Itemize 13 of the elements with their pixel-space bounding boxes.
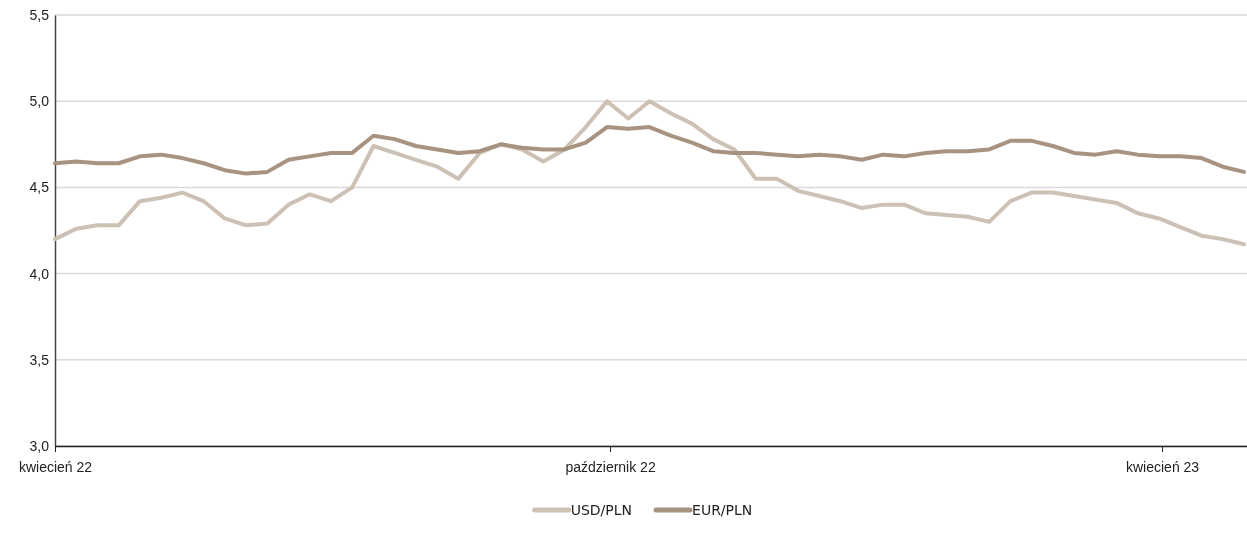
y-tick-label: 3,5 xyxy=(29,351,50,368)
x-tick-label: kwiecień 23 xyxy=(1126,458,1200,475)
x-tick-label: kwiecień 22 xyxy=(18,458,93,475)
y-tick-label: 4,0 xyxy=(29,265,50,282)
x-tick-label: październik 22 xyxy=(565,458,656,475)
y-tick-label: 4,5 xyxy=(29,179,50,196)
legend-label: EUR/PLN xyxy=(692,502,753,518)
y-tick-label: 5,0 xyxy=(29,93,50,110)
y-tick-label: 5,5 xyxy=(29,6,50,23)
line-series xyxy=(53,125,1246,176)
y-tick-label: 3,0 xyxy=(29,437,50,454)
legend-label: USD/PLN xyxy=(570,502,633,518)
line-series xyxy=(53,99,1246,247)
